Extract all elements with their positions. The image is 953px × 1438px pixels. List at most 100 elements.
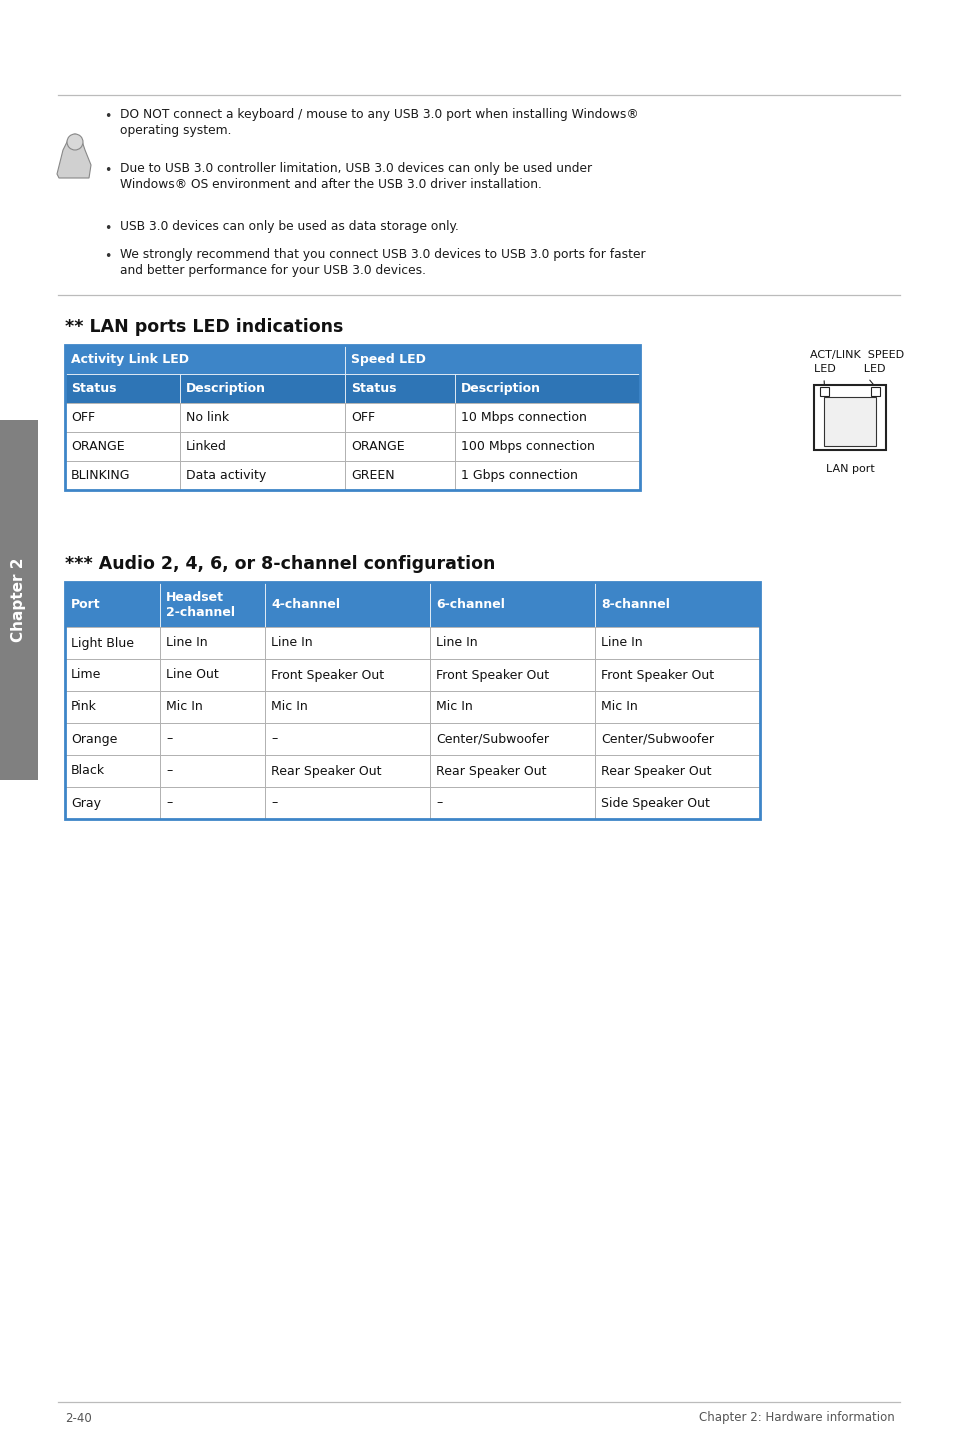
Text: Line Out: Line Out bbox=[166, 669, 218, 682]
Text: •: • bbox=[104, 250, 112, 263]
Text: We strongly recommend that you connect USB 3.0 devices to USB 3.0 ports for fast: We strongly recommend that you connect U… bbox=[120, 247, 645, 262]
Bar bbox=[595, 787, 760, 820]
Text: Chapter 2: Chapter 2 bbox=[11, 558, 27, 643]
Bar bbox=[265, 787, 430, 820]
Text: Mic In: Mic In bbox=[271, 700, 308, 713]
Text: No link: No link bbox=[186, 411, 229, 424]
Text: operating system.: operating system. bbox=[120, 124, 232, 137]
Bar bbox=[65, 627, 160, 659]
Text: Port: Port bbox=[71, 598, 100, 611]
Bar bbox=[345, 374, 455, 403]
Text: Gray: Gray bbox=[71, 797, 101, 810]
Text: ORANGE: ORANGE bbox=[71, 440, 125, 453]
Bar bbox=[455, 403, 639, 431]
Text: –: – bbox=[166, 797, 172, 810]
Bar bbox=[65, 787, 160, 820]
Text: Center/Subwoofer: Center/Subwoofer bbox=[600, 732, 713, 745]
Bar bbox=[180, 431, 345, 462]
Text: OFF: OFF bbox=[351, 411, 375, 424]
Bar bbox=[345, 462, 455, 490]
Text: Line In: Line In bbox=[600, 637, 642, 650]
Text: 6-channel: 6-channel bbox=[436, 598, 504, 611]
Text: BLINKING: BLINKING bbox=[71, 469, 131, 482]
Circle shape bbox=[67, 134, 83, 150]
Bar bbox=[65, 582, 160, 627]
Text: Rear Speaker Out: Rear Speaker Out bbox=[436, 765, 546, 778]
Bar bbox=[345, 431, 455, 462]
Bar bbox=[265, 692, 430, 723]
Text: Chapter 2: Hardware information: Chapter 2: Hardware information bbox=[699, 1412, 894, 1425]
Text: Light Blue: Light Blue bbox=[71, 637, 133, 650]
Bar bbox=[430, 692, 595, 723]
Bar bbox=[160, 755, 265, 787]
Bar bbox=[265, 723, 430, 755]
Text: Description: Description bbox=[460, 383, 540, 395]
Bar bbox=[430, 582, 595, 627]
Text: 10 Mbps connection: 10 Mbps connection bbox=[460, 411, 586, 424]
Text: Rear Speaker Out: Rear Speaker Out bbox=[271, 765, 381, 778]
Bar bbox=[595, 627, 760, 659]
Polygon shape bbox=[57, 134, 91, 178]
Bar bbox=[160, 723, 265, 755]
Bar bbox=[595, 723, 760, 755]
Bar bbox=[180, 374, 345, 403]
Text: Line In: Line In bbox=[271, 637, 313, 650]
Text: ORANGE: ORANGE bbox=[351, 440, 404, 453]
Text: •: • bbox=[104, 164, 112, 177]
Text: Center/Subwoofer: Center/Subwoofer bbox=[436, 732, 548, 745]
Text: –: – bbox=[436, 797, 442, 810]
Bar bbox=[65, 582, 760, 820]
Bar bbox=[0, 420, 38, 779]
Text: ACT/LINK  SPEED: ACT/LINK SPEED bbox=[809, 349, 903, 360]
Bar bbox=[455, 431, 639, 462]
Text: Mic In: Mic In bbox=[436, 700, 473, 713]
Text: OFF: OFF bbox=[71, 411, 95, 424]
Text: Lime: Lime bbox=[71, 669, 101, 682]
Text: •: • bbox=[104, 221, 112, 234]
Bar bbox=[65, 345, 639, 490]
Bar bbox=[65, 692, 160, 723]
Bar bbox=[870, 387, 879, 395]
Bar bbox=[160, 787, 265, 820]
Text: *** Audio 2, 4, 6, or 8-channel configuration: *** Audio 2, 4, 6, or 8-channel configur… bbox=[65, 555, 495, 572]
Bar bbox=[65, 374, 180, 403]
Bar bbox=[65, 431, 180, 462]
Bar bbox=[455, 462, 639, 490]
Text: Orange: Orange bbox=[71, 732, 117, 745]
Text: Activity Link LED: Activity Link LED bbox=[71, 352, 189, 367]
Bar bbox=[265, 659, 430, 692]
Bar bbox=[65, 345, 345, 374]
Bar bbox=[595, 659, 760, 692]
Text: –: – bbox=[271, 732, 277, 745]
Bar bbox=[180, 462, 345, 490]
Bar bbox=[813, 385, 885, 450]
Text: DO NOT connect a keyboard / mouse to any USB 3.0 port when installing Windows®: DO NOT connect a keyboard / mouse to any… bbox=[120, 108, 639, 121]
Text: –: – bbox=[166, 765, 172, 778]
Text: GREEN: GREEN bbox=[351, 469, 395, 482]
Text: Front Speaker Out: Front Speaker Out bbox=[271, 669, 384, 682]
Text: Rear Speaker Out: Rear Speaker Out bbox=[600, 765, 711, 778]
Text: 1 Gbps connection: 1 Gbps connection bbox=[460, 469, 578, 482]
Text: •: • bbox=[104, 109, 112, 124]
Bar bbox=[430, 659, 595, 692]
Bar bbox=[265, 627, 430, 659]
Text: 2-channel: 2-channel bbox=[166, 605, 234, 618]
Text: Windows® OS environment and after the USB 3.0 driver installation.: Windows® OS environment and after the US… bbox=[120, 178, 541, 191]
Bar bbox=[455, 374, 639, 403]
Text: Line In: Line In bbox=[436, 637, 477, 650]
Bar bbox=[160, 582, 265, 627]
Bar bbox=[160, 692, 265, 723]
Bar bbox=[160, 627, 265, 659]
Bar bbox=[65, 462, 180, 490]
Text: Pink: Pink bbox=[71, 700, 97, 713]
Text: Data activity: Data activity bbox=[186, 469, 266, 482]
Text: Speed LED: Speed LED bbox=[351, 352, 425, 367]
Bar bbox=[595, 582, 760, 627]
Text: Front Speaker Out: Front Speaker Out bbox=[600, 669, 714, 682]
Text: Mic In: Mic In bbox=[600, 700, 638, 713]
Bar bbox=[65, 659, 160, 692]
Bar bbox=[823, 397, 875, 446]
Text: and better performance for your USB 3.0 devices.: and better performance for your USB 3.0 … bbox=[120, 265, 426, 278]
Bar bbox=[430, 787, 595, 820]
Bar bbox=[430, 755, 595, 787]
